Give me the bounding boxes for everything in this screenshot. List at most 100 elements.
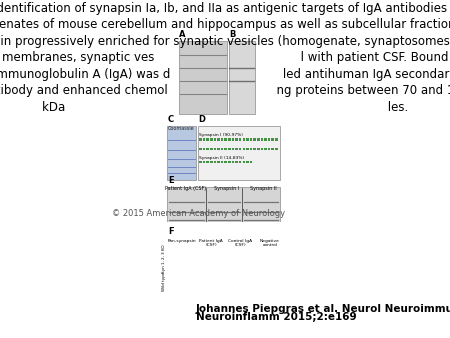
Bar [253,148,256,150]
Text: Negative
control: Negative control [260,239,280,247]
Bar [221,139,224,141]
Text: Wild type: Wild type [162,272,166,291]
Ellipse shape [256,272,283,292]
Bar [217,161,220,163]
Bar [239,148,242,150]
Bar [228,148,231,150]
Bar [225,139,227,141]
Text: Coomassie: Coomassie [168,126,194,131]
Bar [253,139,256,141]
Bar [250,161,252,163]
Text: D: D [199,115,206,124]
Bar [264,139,267,141]
Bar [243,161,245,163]
Bar [257,139,260,141]
Text: Synapsin II (14-83%): Synapsin II (14-83%) [199,156,244,160]
Bar [179,41,226,114]
Bar [210,139,213,141]
Bar [246,161,249,163]
Bar [232,139,234,141]
Bar [168,271,196,293]
Bar [167,238,285,295]
Text: B: B [229,30,235,39]
Ellipse shape [227,249,254,269]
Ellipse shape [256,249,283,269]
Bar [264,148,267,150]
Bar [250,139,252,141]
Bar [225,161,227,163]
Bar [199,148,202,150]
Bar [229,41,256,114]
Bar [167,187,279,232]
Bar [197,271,225,293]
Text: Johannes Piepgras et al. Neurol Neuroimmunol: Johannes Piepgras et al. Neurol Neuroimm… [196,305,450,314]
Text: Patient IgA
(CSF): Patient IgA (CSF) [199,239,223,247]
Bar [203,148,205,150]
Bar [207,148,209,150]
Bar [261,148,263,150]
Text: © 2015 American Academy of Neurology: © 2015 American Academy of Neurology [112,209,285,218]
Text: Synapsin I: Synapsin I [214,186,239,191]
Text: Patient IgA (CSF): Patient IgA (CSF) [165,186,206,191]
Bar [235,139,238,141]
Text: Figure 2 Identification of synapsin Ia, Ib, and IIa as antigenic targets of IgA : Figure 2 Identification of synapsin Ia, … [0,2,450,114]
Bar [256,271,284,293]
Bar [199,161,202,163]
Text: Pan-synapsin: Pan-synapsin [167,239,196,243]
Bar [214,148,216,150]
Text: Synapsin I (90-97%): Synapsin I (90-97%) [199,134,243,138]
Bar [228,161,231,163]
Bar [199,139,202,141]
Text: Synapsin II: Synapsin II [250,186,277,191]
Bar [203,139,205,141]
Bar [197,248,225,270]
Bar [271,139,274,141]
Bar [271,148,274,150]
Bar [168,248,196,270]
Bar [214,161,216,163]
Bar [210,148,213,150]
Text: Syn 1, 2, 3 KO: Syn 1, 2, 3 KO [162,244,166,273]
Ellipse shape [169,272,195,292]
Bar [257,148,260,150]
Bar [232,161,234,163]
Ellipse shape [169,249,195,269]
Bar [246,148,249,150]
Bar [261,139,263,141]
Bar [232,148,234,150]
Bar [225,148,227,150]
Text: E: E [168,176,173,185]
Bar [221,148,224,150]
Bar [239,139,242,141]
Bar [214,139,216,141]
Bar [246,139,249,141]
Bar [235,161,238,163]
Bar [167,126,196,180]
Text: C: C [168,115,174,124]
Bar [275,139,278,141]
Text: A: A [179,30,185,39]
Bar [239,161,242,163]
Bar [207,161,209,163]
Bar [226,271,255,293]
Bar [243,148,245,150]
Bar [226,248,255,270]
Bar [235,148,238,150]
Bar [275,148,278,150]
Bar [198,126,279,180]
Bar [221,161,224,163]
Bar [256,248,284,270]
Bar [217,148,220,150]
Bar [268,148,270,150]
Bar [217,139,220,141]
Ellipse shape [198,249,224,269]
Text: Control IgA
(CSF): Control IgA (CSF) [229,239,252,247]
Bar [203,161,205,163]
Bar [268,139,270,141]
Bar [228,139,231,141]
Bar [250,148,252,150]
Text: Neuroinflamm 2015;2:e169: Neuroinflamm 2015;2:e169 [196,312,356,322]
Ellipse shape [198,272,224,292]
Ellipse shape [227,272,254,292]
Text: F: F [168,226,173,236]
